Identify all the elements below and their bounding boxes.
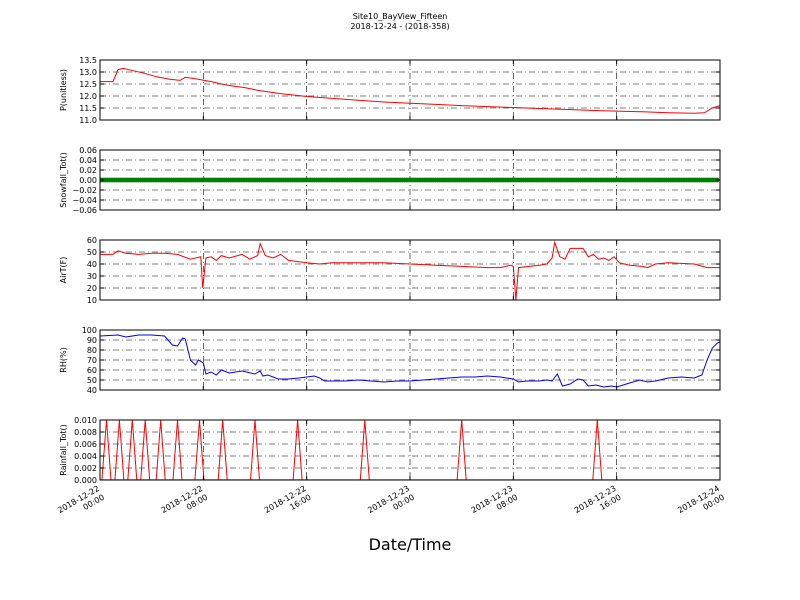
y-axis-label: Rainfall_Tot()	[59, 424, 68, 476]
x-tick-label: 2018-12-2308:00	[470, 484, 520, 524]
rainfall-spike	[127, 420, 138, 480]
y-tick-label: 50	[87, 376, 97, 385]
y-tick-label: 90	[87, 336, 97, 345]
y-tick-label: −0.06	[72, 206, 97, 215]
subplots: 11.0 11.5 12.0 12.5 13.0 13.5 P(unitless) −0.06…	[59, 56, 721, 485]
y-tick-label: 12.5	[79, 80, 97, 89]
rainfall-spike	[140, 420, 151, 480]
rainfall-spike	[359, 420, 370, 480]
y-tick-label: 11.5	[79, 104, 97, 113]
rainfall-spike	[155, 420, 166, 480]
y-axis-label: P(unitless)	[59, 69, 68, 111]
rainfall-spike	[292, 420, 303, 480]
x-tick-label: 2018-12-2316:00	[573, 484, 623, 524]
rainfall-spike	[250, 420, 260, 480]
x-tick-label: 2018-12-2300:00	[366, 484, 416, 524]
y-tick-label: −0.04	[72, 196, 97, 205]
y-tick-label: 0.010	[74, 416, 97, 425]
y-tick-label: 30	[87, 272, 97, 281]
y-tick-label: 12.0	[79, 92, 97, 101]
y-tick-label: 0.004	[74, 452, 97, 461]
y-tick-label: 60	[87, 366, 97, 375]
y-tick-label: 0.02	[79, 166, 97, 175]
x-tick-label: 2018-12-2216:00	[263, 484, 313, 524]
x-tick-label: 2018-12-2208:00	[160, 484, 210, 524]
y-tick-label: 10	[87, 296, 97, 305]
x-tick-label: 2018-12-2400:00	[676, 484, 726, 524]
rainfall-spike	[101, 420, 112, 480]
y-tick-label: 50	[87, 248, 97, 257]
y-tick-label: 0.008	[74, 428, 97, 437]
series-group	[100, 67, 720, 114]
rainfall-spike	[217, 420, 228, 480]
y-tick-label: 100	[82, 326, 97, 335]
rainfall-spike	[456, 420, 467, 480]
subplot-1: 11.0 11.5 12.0 12.5 13.0 13.5 P(unitless)	[59, 56, 721, 125]
x-tick-labels: 2018-12-2200:00 2018-12-2208:00 2018-12-22…	[56, 484, 726, 524]
y-tick-label: 11.0	[79, 116, 97, 125]
rainfall-spike	[194, 420, 205, 480]
y-tick-label: 0.04	[79, 156, 97, 165]
y-tick-label: 0.006	[74, 440, 97, 449]
subplot-3: 10 20 30 40 50 60 AirT(F)	[59, 236, 721, 305]
y-tick-label: 60	[87, 236, 97, 245]
y-axis-label: RH(%)	[59, 347, 68, 372]
y-tick-label: 20	[87, 284, 97, 293]
series-group	[100, 177, 720, 183]
y-tick-label: −0.02	[72, 186, 97, 195]
series-group	[100, 240, 720, 300]
subplot-2: −0.06−0.04−0.020.000.020.040.06 Snowfall_…	[59, 146, 721, 215]
y-tick-label: 80	[87, 346, 97, 355]
y-tick-label: 40	[87, 260, 97, 269]
x-tick-label: 2018-12-2200:00	[56, 484, 106, 524]
rainfall-spike	[592, 420, 603, 480]
y-tick-label: 0.00	[79, 176, 97, 185]
y-tick-label: 0.06	[79, 146, 97, 155]
x-axis-label: Date/Time	[369, 535, 452, 554]
y-tick-label: 0.002	[74, 464, 97, 473]
subplot-5: 0.000 0.002 0.004 0.006 0.008 0.010 Rainfall_T…	[59, 416, 721, 485]
y-tick-label: 0.000	[74, 476, 97, 485]
series-line	[100, 240, 720, 300]
rainfall-spike	[172, 420, 183, 480]
y-tick-label: 13.5	[79, 56, 97, 65]
rainfall-spike	[114, 420, 125, 480]
y-axis-label: AirT(F)	[59, 257, 68, 284]
y-tick-label: 70	[87, 356, 97, 365]
chart-title-line2: 2018-12-24 - (2018-358)	[350, 22, 449, 31]
series-group	[100, 420, 720, 480]
y-tick-label: 40	[87, 386, 97, 395]
y-tick-label: 13.0	[79, 68, 97, 77]
y-axis-label: Snowfall_Tot()	[59, 152, 68, 208]
series-line	[100, 67, 720, 114]
chart-title-line1: Site10_BayView_Fifteen	[353, 12, 448, 21]
